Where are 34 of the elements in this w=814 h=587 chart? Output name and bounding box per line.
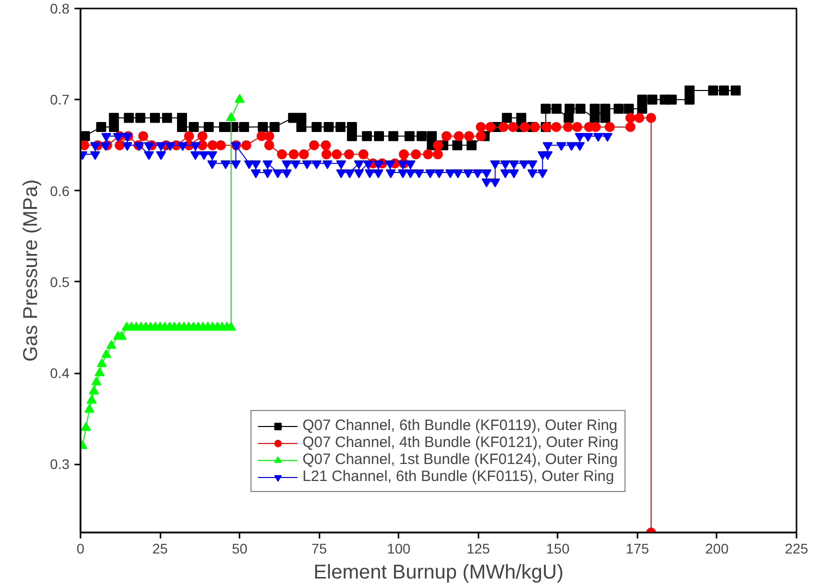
point — [116, 330, 127, 340]
y-tick-label: 0.6 — [50, 182, 70, 199]
legend-label: Q07 Channel, 6th Bundle (KF0119), Outer Ring — [302, 417, 618, 434]
point — [96, 358, 107, 368]
point — [101, 349, 112, 358]
x-tick-label: 225 — [784, 540, 808, 556]
x-tick-label: 100 — [387, 540, 411, 556]
x-tick-label: 50 — [232, 540, 248, 556]
y-axis-title: Gas Pressure (MPa) — [20, 179, 42, 362]
point — [84, 404, 94, 413]
point — [80, 422, 91, 431]
legend-label: Q07 Channel, 1st Bundle (KF0124), Outer Ring — [302, 451, 618, 468]
y-tick-label: 0.5 — [50, 274, 70, 290]
x-tick-label: 125 — [466, 540, 490, 556]
x-tick-label: 200 — [705, 540, 729, 556]
legend-label: L21 Channel, 6th Bundle (KF0115), Outer Ring — [302, 468, 614, 485]
x-tick-label: 175 — [626, 540, 650, 556]
x-tick-label: 75 — [311, 540, 328, 556]
y-tick-label: 0.8 — [50, 0, 70, 16]
point — [86, 394, 97, 404]
x-tick-label: 25 — [152, 540, 168, 556]
point — [226, 112, 236, 121]
y-tick-label: 0.4 — [50, 365, 70, 382]
point — [88, 386, 99, 394]
point — [91, 376, 102, 386]
legend-label: Q07 Channel, 4th Bundle (KF0121), Outer Ring — [302, 434, 619, 451]
y-tick-label: 0.7 — [50, 92, 70, 108]
point — [94, 367, 105, 376]
x-tick-label: 150 — [546, 540, 570, 556]
x-axis-title: Element Burnup (MWh/kgU) — [313, 562, 564, 584]
x-tick-label: 0 — [76, 540, 85, 556]
y-tick-label: 0.3 — [50, 456, 70, 472]
point — [106, 340, 116, 349]
point — [234, 94, 245, 103]
